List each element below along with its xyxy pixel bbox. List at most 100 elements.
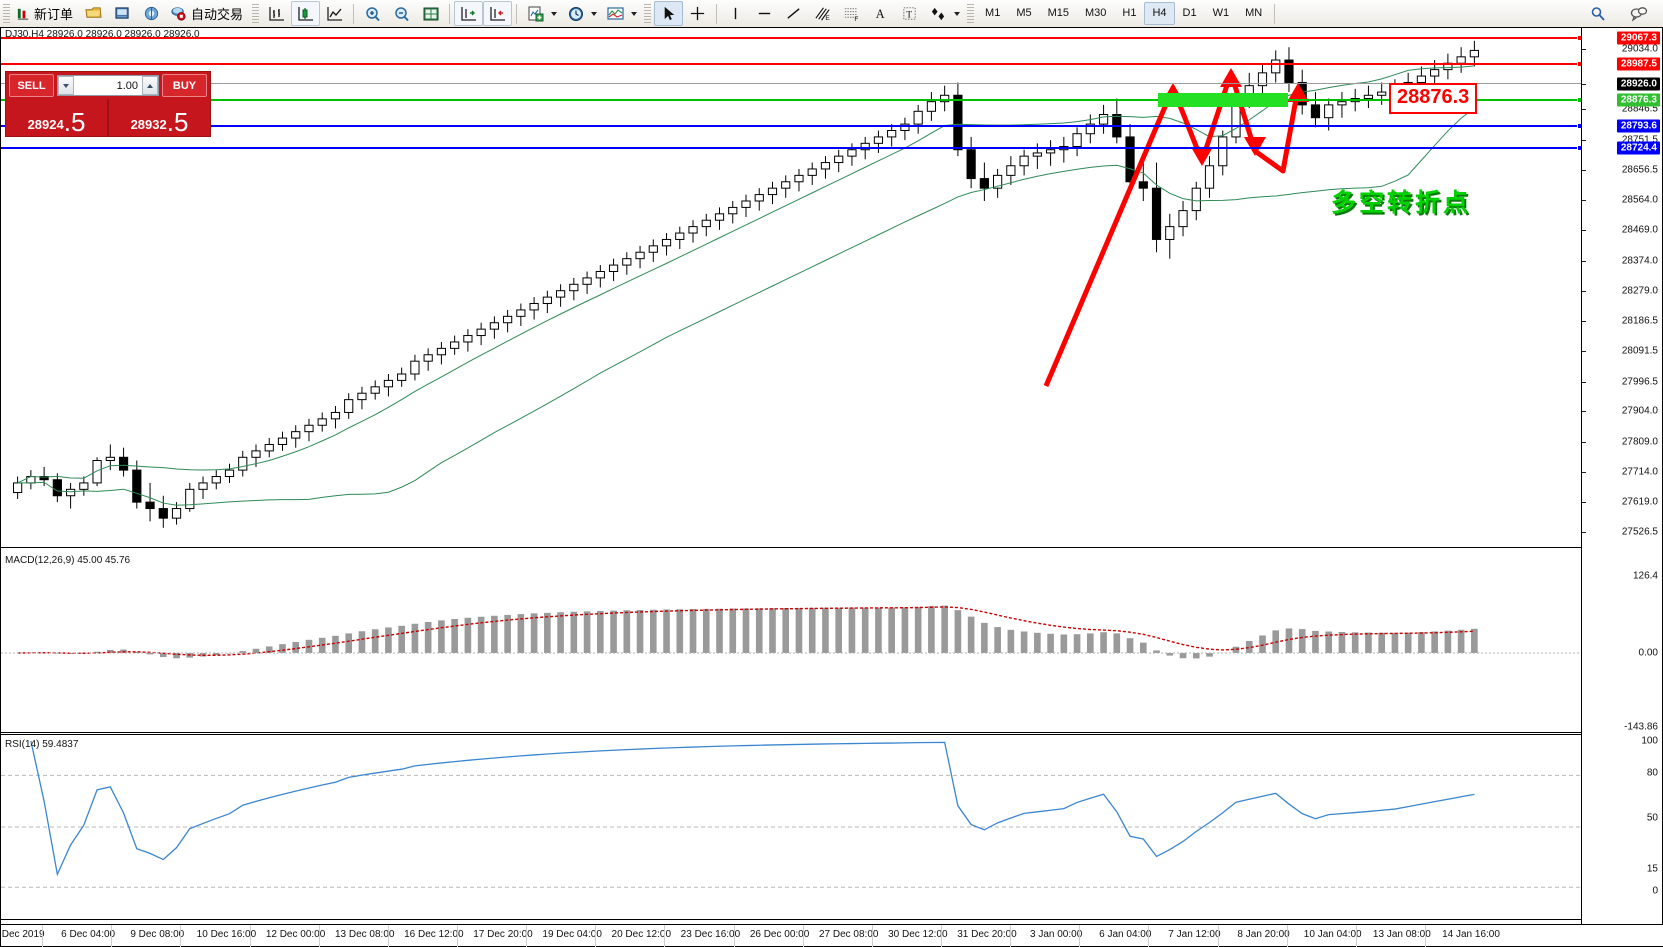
ask-price-integer: 28932 bbox=[130, 117, 167, 132]
crosshair-tool-button[interactable] bbox=[683, 1, 712, 26]
search-icon bbox=[1591, 6, 1605, 21]
price-scale[interactable]: 29034.0 28926.0 28846.5 28751.5 28656.5 28564… bbox=[1581, 28, 1662, 946]
timeframe-m1[interactable]: M1 bbox=[985, 7, 1001, 19]
expert-advisors-button[interactable] bbox=[79, 1, 108, 26]
text-tool-button[interactable]: A bbox=[866, 1, 895, 26]
chart-tile-button[interactable] bbox=[416, 1, 445, 26]
folder-icon bbox=[85, 7, 102, 18]
timeframe-h1[interactable]: H1 bbox=[1122, 7, 1137, 19]
time-separator bbox=[1010, 925, 1012, 947]
toolbar-grip[interactable] bbox=[3, 3, 10, 24]
volume-increase-button[interactable] bbox=[142, 76, 158, 95]
time-separator bbox=[526, 925, 528, 947]
vertical-line-tool-button[interactable] bbox=[721, 1, 750, 26]
price-label-28793[interactable]: 28793.6 bbox=[1616, 119, 1660, 133]
price-tick-label: 28469.0 bbox=[1621, 224, 1658, 236]
price-label-28926[interactable]: 28926.0 bbox=[1616, 77, 1660, 91]
ask-price-decimal: .5 bbox=[166, 107, 189, 137]
timeframe-m15[interactable]: M15 bbox=[1047, 7, 1069, 19]
bid-price-integer: 28924 bbox=[27, 117, 64, 132]
time-tick-label: 26 Dec 00:00 bbox=[749, 929, 810, 940]
channel-icon: E bbox=[815, 7, 830, 22]
chart-shift-icon bbox=[460, 6, 476, 21]
level-line-29067.3[interactable] bbox=[1, 37, 1582, 40]
zoom-in-button[interactable] bbox=[358, 1, 387, 26]
volume-decrease-button[interactable] bbox=[58, 76, 74, 95]
rsi-tick-label: 0 bbox=[1652, 885, 1658, 897]
price-tick-label: 28751.5 bbox=[1621, 134, 1658, 146]
price-label-29067[interactable]: 29067.3 bbox=[1616, 31, 1660, 45]
ask-price[interactable]: 28932 .5 bbox=[109, 99, 210, 136]
cursor-icon bbox=[664, 6, 675, 21]
bid-price[interactable]: 28924 .5 bbox=[6, 99, 107, 136]
price-tick bbox=[1582, 49, 1586, 51]
rsi-tick-label: 100 bbox=[1641, 735, 1658, 747]
templates-dropdown-caret[interactable] bbox=[631, 11, 638, 16]
indicators-button[interactable] bbox=[521, 1, 550, 26]
arrows-tool-button[interactable] bbox=[924, 1, 953, 26]
chart-window[interactable]: DJ30,H4 28926.0 28926.0 28926.0 28926.0 … bbox=[0, 27, 1663, 947]
chat-button[interactable] bbox=[1624, 1, 1653, 26]
macd-tick-label: -143.86 bbox=[1624, 721, 1658, 733]
price-tick-label: 28374.0 bbox=[1621, 255, 1658, 267]
cursor-tool-button[interactable] bbox=[654, 1, 684, 26]
toolbar-grip-4[interactable] bbox=[967, 3, 975, 24]
new-order-button[interactable]: 新订单 bbox=[13, 1, 79, 26]
indicators-dropdown-caret[interactable] bbox=[551, 11, 558, 16]
price-pane[interactable] bbox=[1, 28, 1662, 547]
one-click-trading-panel[interactable]: SELL 1.00 BUY 28924 .5 28932 .5 bbox=[5, 71, 211, 137]
level-line-28724.4[interactable] bbox=[1, 147, 1582, 150]
timeframe-w1[interactable]: W1 bbox=[1212, 7, 1230, 19]
timeframe-m5[interactable]: M5 bbox=[1016, 7, 1032, 19]
line-chart-button[interactable] bbox=[320, 1, 349, 26]
level-line-28793.6[interactable] bbox=[1, 125, 1582, 128]
auto-scroll-button[interactable] bbox=[483, 1, 513, 26]
timeframe-mn[interactable]: MN bbox=[1245, 7, 1263, 19]
timeframe-d1[interactable]: D1 bbox=[1182, 7, 1197, 19]
trendline-tool-button[interactable] bbox=[779, 1, 808, 26]
autotrading-button[interactable]: 自动交易 bbox=[166, 1, 249, 26]
level-line-28987.5[interactable] bbox=[1, 63, 1582, 66]
toolbar-separator-4 bbox=[716, 3, 718, 24]
price-tick bbox=[1582, 230, 1586, 232]
horizontal-line-icon bbox=[758, 12, 771, 15]
toolbar-grip-2[interactable] bbox=[252, 3, 260, 24]
search-button[interactable] bbox=[1583, 1, 1612, 26]
price-label-28987[interactable]: 28987.5 bbox=[1616, 57, 1660, 71]
market-watch-button[interactable] bbox=[108, 1, 137, 26]
toolbar-grip-3[interactable] bbox=[644, 3, 652, 24]
horizontal-line-tool-button[interactable] bbox=[750, 1, 779, 26]
templates-button[interactable] bbox=[601, 1, 630, 26]
autotrading-label: 自动交易 bbox=[191, 7, 244, 22]
timeframe-m30[interactable]: M30 bbox=[1085, 7, 1107, 19]
rsi-pane[interactable] bbox=[1, 734, 1662, 920]
equidistant-channel-tool-button[interactable]: E bbox=[808, 1, 837, 26]
level-line-28876.3[interactable] bbox=[1, 98, 1582, 101]
timeframe-h4[interactable]: H4 bbox=[1144, 2, 1175, 25]
volume-value[interactable]: 1.00 bbox=[116, 79, 138, 92]
zoom-out-button[interactable] bbox=[387, 1, 416, 26]
bar-chart-button[interactable] bbox=[262, 1, 291, 26]
fibonacci-tool-button[interactable]: F bbox=[837, 1, 866, 26]
time-tick-label: 8 Jan 20:00 bbox=[1237, 929, 1290, 940]
macd-pane[interactable] bbox=[1, 549, 1662, 732]
time-separator bbox=[1355, 925, 1357, 947]
period-button[interactable] bbox=[561, 1, 590, 26]
time-tick-label: 20 Dec 12:00 bbox=[611, 929, 672, 940]
time-tick-label: 10 Jan 04:00 bbox=[1303, 929, 1362, 940]
zoom-out-icon bbox=[394, 6, 409, 21]
volume-stepper[interactable]: 1.00 bbox=[57, 75, 159, 96]
price-label-28724[interactable]: 28724.4 bbox=[1616, 141, 1660, 155]
chart-shift-button[interactable] bbox=[454, 1, 484, 26]
arrows-dropdown-caret[interactable] bbox=[954, 11, 961, 16]
sell-button[interactable]: SELL bbox=[9, 74, 54, 97]
text-label-tool-button[interactable]: T bbox=[895, 1, 924, 26]
candlestick-chart-button[interactable] bbox=[291, 1, 321, 26]
time-scale[interactable]: 4 Dec 2019 6 Dec 04:00 9 Dec 08:00 10 Dec 1… bbox=[0, 924, 1663, 947]
price-label-28876[interactable]: 28876.3 bbox=[1616, 93, 1660, 107]
navigator-button[interactable] bbox=[137, 1, 166, 26]
period-dropdown-caret[interactable] bbox=[591, 11, 598, 16]
level-line-28926.0[interactable] bbox=[1, 82, 1582, 84]
buy-button[interactable]: BUY bbox=[162, 74, 207, 97]
price-tick bbox=[1582, 532, 1586, 534]
